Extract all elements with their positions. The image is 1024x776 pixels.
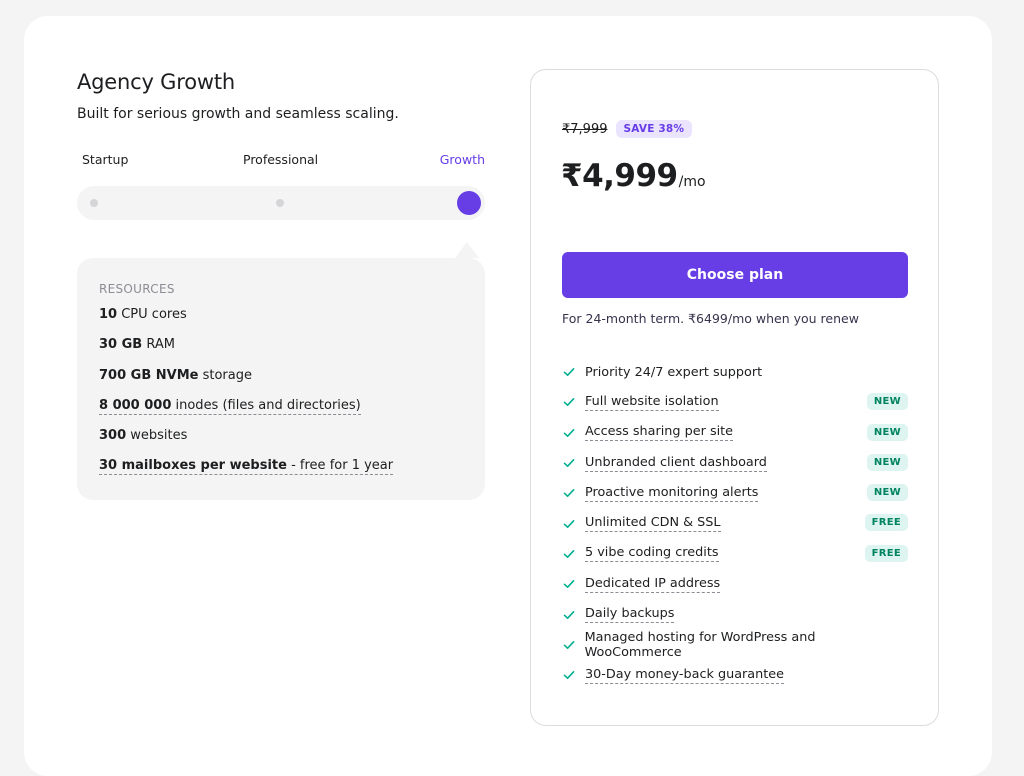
resource-mailboxes-value: 30 mailboxes per website (99, 458, 287, 474)
feature-label[interactable]: Proactive monitoring alerts (585, 484, 759, 502)
discount-row: ₹7,999 SAVE 38% (562, 120, 693, 138)
price-row: ₹4,999 /mo (561, 158, 706, 194)
check-icon (562, 364, 578, 380)
new-badge: NEW (866, 484, 908, 502)
resource-inodes-tooltip[interactable]: 8 000 000 inodes (files and directories) (99, 397, 361, 415)
feature-label[interactable]: Full website isolation (585, 393, 719, 411)
check-icon (562, 637, 578, 653)
choose-plan-button[interactable]: Choose plan (562, 252, 908, 298)
slider-thumb[interactable] (457, 191, 481, 215)
tier-growth-label[interactable]: Growth (439, 152, 485, 167)
tier-startup-label[interactable]: Startup (82, 152, 129, 167)
resources-pointer (455, 242, 479, 258)
resources-list: 10 CPU cores 30 GB RAM 700 GB NVMe stora… (99, 306, 463, 488)
old-price: ₹7,999 (562, 121, 608, 137)
tier-professional-label[interactable]: Professional (243, 152, 319, 167)
feature-item: Daily backups (562, 599, 908, 629)
resource-storage: 700 GB NVMe storage (99, 367, 463, 397)
free-badge: FREE (864, 544, 908, 562)
tier-slider[interactable] (77, 186, 485, 220)
tier-labels: Startup Professional Growth (77, 152, 485, 172)
plan-subtitle: Built for serious growth and seamless sc… (77, 106, 399, 122)
resource-ram: 30 GB RAM (99, 336, 463, 366)
feature-label[interactable]: Dedicated IP address (585, 575, 721, 593)
feature-label: Managed hosting for WordPress and WooCom… (584, 629, 816, 660)
new-badge: NEW (866, 393, 908, 411)
feature-label[interactable]: Unbranded client dashboard (585, 454, 767, 472)
feature-label[interactable]: 30-Day money-back guarantee (585, 666, 785, 684)
new-badge: NEW (866, 423, 908, 441)
check-icon (562, 394, 578, 410)
resource-cpu-value: 10 (99, 307, 118, 322)
feature-item: 30-Day money-back guarantee (562, 660, 908, 690)
resource-mailboxes: 30 mailboxes per website - free for 1 ye… (99, 457, 463, 487)
check-icon (562, 425, 578, 441)
features-list: Priority 24/7 expert support Full website… (562, 357, 908, 690)
feature-item: Dedicated IP address (562, 569, 908, 599)
feature-item: Priority 24/7 expert support (562, 357, 908, 387)
feature-label[interactable]: Daily backups (585, 606, 675, 624)
feature-item: 5 vibe coding credits FREE (562, 539, 908, 569)
resource-ram-label: RAM (142, 337, 175, 353)
feature-item: Access sharing per site NEW (562, 418, 908, 448)
resource-websites-value: 300 (99, 428, 127, 444)
free-badge: FREE (864, 514, 908, 532)
plan-card: Agency Growth Built for serious growth a… (24, 16, 992, 776)
resource-cpu-label: CPU cores (117, 307, 187, 322)
resource-mailboxes-label: - free for 1 year (286, 458, 394, 474)
check-icon (562, 516, 578, 532)
feature-item: Proactive monitoring alerts NEW (562, 478, 908, 508)
resource-cpu: 10 CPU cores (99, 306, 463, 336)
resource-websites: 300 websites (99, 427, 463, 457)
feature-label[interactable]: Unlimited CDN & SSL (585, 515, 721, 533)
price-period: /mo (678, 174, 706, 190)
feature-item: Unlimited CDN & SSL FREE (562, 508, 908, 538)
check-icon (562, 607, 578, 623)
slider-stop-startup[interactable] (90, 199, 98, 207)
check-icon (562, 546, 578, 562)
save-badge: SAVE 38% (615, 120, 693, 138)
slider-stop-professional[interactable] (276, 199, 284, 207)
feature-label[interactable]: Access sharing per site (585, 424, 734, 442)
pricing-panel: ₹7,999 SAVE 38% ₹4,999 /mo Choose plan F… (530, 69, 939, 726)
renew-note: For 24-month term. ₹6499/mo when you ren… (562, 311, 859, 326)
resources-panel: RESOURCES 10 CPU cores 30 GB RAM 700 GB … (77, 242, 485, 500)
check-icon (562, 667, 578, 683)
plan-title: Agency Growth (77, 70, 235, 94)
feature-item: Full website isolation NEW (562, 387, 908, 417)
check-icon (562, 576, 578, 592)
resources-heading: RESOURCES (99, 282, 175, 296)
new-badge: NEW (866, 453, 908, 471)
feature-item: Managed hosting for WordPress and WooCom… (562, 630, 908, 660)
price-amount: ₹4,999 (561, 158, 678, 194)
feature-item: Unbranded client dashboard NEW (562, 448, 908, 478)
resource-inodes-label: inodes (files and directories) (171, 397, 361, 413)
feature-label: Priority 24/7 expert support (585, 364, 763, 380)
feature-label[interactable]: 5 vibe coding credits (585, 545, 719, 563)
plan-config-column: Agency Growth Built for serious growth a… (77, 70, 485, 500)
resource-inodes-value: 8 000 000 (99, 397, 172, 413)
resource-storage-label: storage (198, 367, 252, 383)
resource-inodes: 8 000 000 inodes (files and directories) (99, 397, 463, 427)
resource-ram-value: 30 GB (99, 337, 143, 353)
resource-mailboxes-tooltip[interactable]: 30 mailboxes per website - free for 1 ye… (99, 458, 394, 476)
check-icon (562, 455, 578, 471)
resource-websites-label: websites (126, 428, 188, 444)
check-icon (562, 485, 578, 501)
resource-storage-value: 700 GB NVMe (99, 367, 199, 383)
